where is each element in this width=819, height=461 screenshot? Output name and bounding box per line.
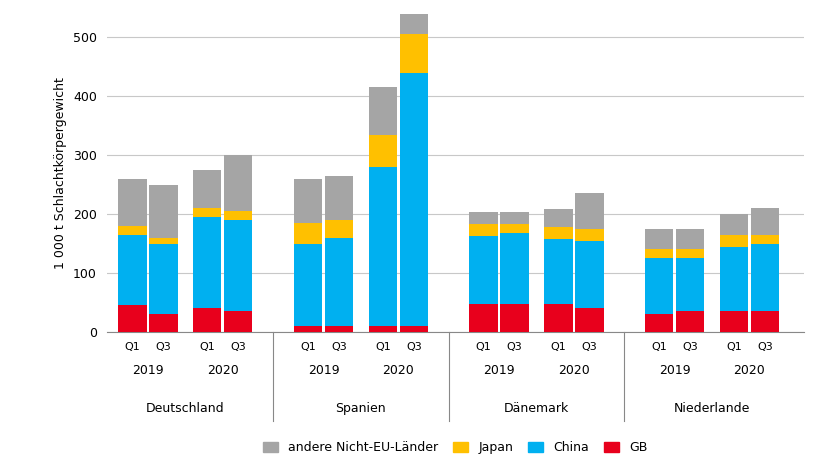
Bar [149,243,178,314]
Text: Deutschland: Deutschland [146,402,224,415]
Bar [224,211,252,220]
Bar [749,243,778,311]
Bar [192,308,221,332]
Text: 2019: 2019 [307,364,339,377]
Bar [369,88,396,135]
Bar [149,185,178,238]
Bar [468,213,497,224]
Text: Spanien: Spanien [335,402,386,415]
Bar [192,217,221,308]
Text: 2019: 2019 [482,364,514,377]
Bar [500,213,528,224]
Bar [644,314,672,332]
Bar [574,194,603,229]
Bar [749,208,778,235]
Bar [675,249,704,258]
Text: 2019: 2019 [658,364,690,377]
Bar [544,209,572,227]
Bar [719,311,747,332]
Bar [399,326,428,332]
Bar [324,176,353,220]
Bar [192,170,221,208]
Bar [399,0,428,35]
Bar [118,235,147,305]
Bar [675,258,704,311]
Bar [369,326,396,332]
Bar [118,305,147,332]
Text: 2019: 2019 [132,364,164,377]
Bar [468,224,497,236]
Bar [118,226,147,235]
Bar [399,35,428,73]
Bar [224,155,252,211]
Bar [324,326,353,332]
Bar [293,243,322,326]
Bar [149,238,178,243]
Bar [574,229,603,241]
Bar [192,208,221,217]
Bar [149,314,178,332]
Bar [644,229,672,249]
Bar [293,326,322,332]
Bar [749,311,778,332]
Bar [574,308,603,332]
Text: 2020: 2020 [206,364,238,377]
Text: 2020: 2020 [557,364,589,377]
Bar [500,224,528,233]
Bar [293,223,322,243]
Bar [544,304,572,332]
Bar [468,236,497,304]
Y-axis label: 1 000 t Schlachtkörpergewicht: 1 000 t Schlachtkörpergewicht [54,77,67,269]
Bar [324,238,353,326]
Text: Niederlande: Niederlande [673,402,749,415]
Bar [719,247,747,311]
Legend: andere Nicht-EU-Länder, Japan, China, GB: andere Nicht-EU-Länder, Japan, China, GB [258,436,651,459]
Bar [719,235,747,247]
Bar [118,179,147,226]
Bar [369,167,396,326]
Bar [500,304,528,332]
Bar [675,311,704,332]
Bar [224,220,252,311]
Bar [500,233,528,304]
Text: Dänemark: Dänemark [503,402,568,415]
Bar [468,304,497,332]
Bar [544,239,572,304]
Bar [293,179,322,223]
Bar [324,220,353,238]
Text: 2020: 2020 [733,364,764,377]
Bar [644,249,672,258]
Bar [224,311,252,332]
Bar [749,235,778,243]
Bar [719,214,747,235]
Text: 2020: 2020 [382,364,414,377]
Bar [675,229,704,249]
Bar [399,73,428,326]
Bar [544,227,572,239]
Bar [369,135,396,167]
Bar [574,241,603,308]
Bar [644,258,672,314]
